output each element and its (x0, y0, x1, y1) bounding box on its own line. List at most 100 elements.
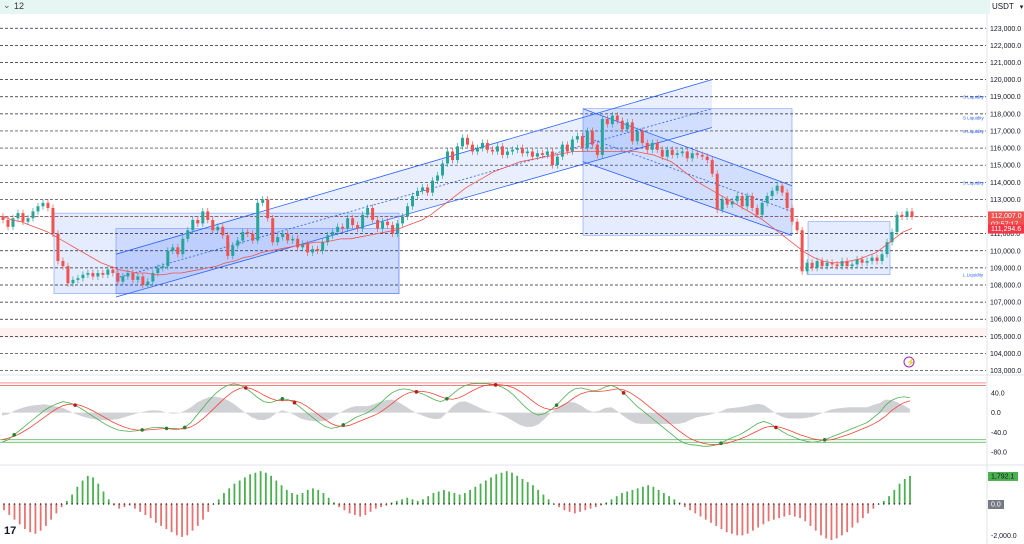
candle (306, 243, 310, 253)
collapse-chevron-icon[interactable]: ⌄ (3, 0, 11, 10)
candle (76, 278, 80, 280)
candle (16, 213, 20, 219)
histogram-bar (312, 488, 314, 504)
zero-marker (223, 503, 225, 505)
crossover-dot (243, 386, 248, 390)
candle (710, 160, 714, 174)
histogram-bar (244, 477, 246, 504)
candle (665, 149, 669, 157)
candle (141, 276, 145, 285)
candle (151, 273, 155, 282)
histogram-bar (851, 504, 854, 528)
candle (381, 221, 385, 229)
candle (161, 266, 165, 268)
histogram-bar (605, 502, 608, 504)
histogram-bar (678, 502, 681, 504)
zero-marker (883, 503, 885, 505)
histogram-bar (448, 491, 451, 504)
ma-value-badge (988, 224, 1024, 234)
candle (91, 273, 95, 277)
currency-selector[interactable]: USDT ▾ (992, 2, 1023, 11)
histogram-bar (139, 504, 142, 512)
candle (465, 137, 469, 145)
histogram-bar (196, 504, 199, 526)
candle (281, 233, 285, 238)
zero-marker (343, 503, 346, 505)
histogram-bar (275, 480, 278, 504)
price-tick-label: 103,000.0 (990, 368, 1021, 375)
candle (650, 142, 654, 150)
zero-marker (259, 503, 262, 505)
candle (166, 250, 170, 267)
candle (396, 223, 400, 234)
candle (296, 238, 300, 248)
candle (775, 185, 779, 191)
candle (760, 202, 764, 215)
zero-marker (207, 503, 209, 505)
histogram-bar (683, 504, 686, 508)
candle (181, 238, 185, 255)
zero-marker (406, 503, 408, 505)
candle (725, 199, 729, 205)
histogram-bar (725, 504, 728, 533)
candle (640, 130, 644, 143)
oscillator-tick-label: 0.0 (991, 410, 1001, 417)
ma-value-label: 111,294.6 (991, 226, 1021, 233)
zero-marker (720, 503, 723, 505)
zero-marker (621, 503, 623, 505)
price-tick-label: 107,000.0 (990, 300, 1021, 307)
histogram-bar (715, 504, 718, 526)
zero-marker (249, 503, 251, 505)
price-tick-label: 113,000.0 (990, 197, 1021, 204)
zero-marker (197, 503, 199, 505)
candle (495, 146, 499, 152)
histogram-bar (657, 489, 660, 504)
histogram-bar (799, 504, 801, 519)
zero-marker (898, 503, 901, 505)
histogram-bar (751, 504, 754, 531)
descending-channel-midline (582, 135, 793, 212)
price-tick-label: 121,000.0 (990, 60, 1021, 67)
zero-marker (275, 503, 278, 505)
candle (186, 230, 190, 239)
zero-marker (809, 503, 812, 505)
histogram-bar (359, 504, 362, 517)
zero-marker (872, 503, 875, 505)
zero-marker (746, 503, 749, 505)
zero-marker (506, 503, 508, 505)
candle (620, 120, 624, 130)
histogram-bar (170, 504, 173, 533)
zero-marker (841, 503, 843, 505)
zero-marker (170, 503, 173, 505)
candle (36, 206, 40, 212)
liquidity-label: S Liquidity (963, 129, 985, 134)
zero-marker (118, 503, 120, 505)
histogram-bar (327, 497, 330, 504)
zero-marker (757, 503, 759, 505)
candle (525, 151, 529, 154)
histogram-bar (97, 483, 100, 504)
histogram-bar (484, 480, 487, 504)
price-tick-label: 109,000.0 (990, 265, 1021, 272)
histogram-bar (322, 493, 325, 504)
candle (785, 192, 789, 208)
candle (545, 151, 549, 155)
zero-marker (851, 503, 854, 505)
interval-label[interactable]: 12 (14, 1, 25, 11)
current-price-label: 112,007.0 (991, 213, 1022, 220)
histogram-bar (783, 504, 786, 517)
support-band (0, 327, 986, 339)
candle (386, 221, 390, 226)
zero-marker (778, 503, 780, 505)
liquidity-label: L Liquidity (963, 273, 984, 278)
zero-marker (542, 503, 545, 505)
candle (690, 153, 694, 159)
candle (895, 214, 899, 232)
candle (411, 196, 415, 207)
candle (680, 151, 684, 154)
ascending-channel-midline (115, 108, 713, 279)
candle (116, 273, 120, 282)
histogram-bar (642, 486, 644, 504)
histogram-bar (191, 504, 194, 531)
